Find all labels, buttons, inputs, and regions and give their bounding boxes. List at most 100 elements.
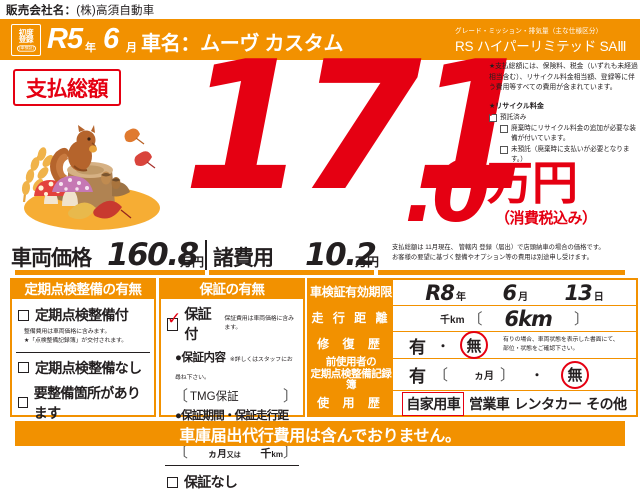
table-row-maintenance-record: 前使用者の 定期点検整備記録簿 有 〔 ヵ月 〕 ・ 無 bbox=[309, 356, 636, 392]
dealer-line: 販売会社名：(株)高須自動車 bbox=[6, 2, 154, 18]
warranty-content-label: ●保証内容 bbox=[175, 352, 226, 364]
inspection-repair-label: 要整備箇所があります bbox=[33, 384, 141, 421]
row-header-line1: 前使用者の bbox=[325, 356, 377, 369]
warranty-period-or: 又は bbox=[226, 452, 241, 459]
usage-option-commercial[interactable]: 営業車 bbox=[468, 396, 510, 412]
total-price-decimal: .0 bbox=[404, 143, 490, 241]
recycle-option-label: 未預託（廃棄時に支払いが必要となります。） bbox=[511, 146, 630, 163]
dealer-label: 販売会社名： bbox=[6, 5, 77, 17]
expiry-year-unit: 年 bbox=[456, 291, 467, 303]
registration-year: R5 bbox=[47, 23, 83, 55]
table-row-mileage: 走 行 距 離 千km 〔 6km 〕 bbox=[309, 306, 636, 332]
total-payment-stamp-label: 支払総額 bbox=[26, 77, 109, 101]
expiry-day: 13 bbox=[564, 280, 593, 305]
inspection-option-no[interactable]: 定期点検整備なし bbox=[18, 358, 149, 378]
recycle-option-label: 廃棄時にリサイクル料金の追加が必要な装備が付いています。 bbox=[511, 125, 636, 142]
table-row-usage-history: 使 用 歴 自家用車 営業車 レンタカー その他 bbox=[309, 391, 636, 417]
warranty-option-yes[interactable]: ✓ 保証付 保証費用は車両価格に含みます。 bbox=[167, 304, 298, 344]
vehicle-price-unit: 万円 bbox=[180, 255, 205, 269]
row-header-line2: 定期点検整備記録簿 bbox=[310, 367, 392, 392]
usage-option-rental[interactable]: レンタカー bbox=[514, 396, 582, 412]
row-header: 修 復 歴 bbox=[309, 332, 393, 358]
recycle-option-deposited[interactable]: ✓ 預託済み bbox=[488, 107, 639, 123]
warranty-content-note: ※詳しくはスタッフにお尋ね下さい。 bbox=[175, 357, 293, 381]
checkbox-icon[interactable] bbox=[18, 362, 29, 374]
warranty-content-field[interactable]: 〔 TMG保証 〕 bbox=[173, 388, 298, 405]
inspection-yes-note2: ★「点検整備記録簿」が交付されます。 bbox=[24, 337, 128, 344]
total-price-integer: 171 bbox=[183, 23, 537, 230]
breakdown-fine-print: 支払総額は 11月現在、 管轄内 登録（届出）で店頭納車の場合の価格です。 お客… bbox=[392, 243, 638, 263]
warranty-option-none[interactable]: 保証なし bbox=[161, 466, 303, 492]
row-header: 走 行 距 離 bbox=[309, 306, 393, 331]
checkbox-icon[interactable] bbox=[167, 476, 178, 488]
grade-value: RS ハイパーリミテッド SAⅢ bbox=[455, 39, 627, 54]
expiry-month: 6 bbox=[502, 280, 517, 305]
record-no-selected[interactable]: 無 bbox=[561, 360, 590, 389]
checkbox-checked-icon[interactable]: ✓ bbox=[167, 308, 182, 331]
warranty-yes-note: 保証費用は車両価格に含みます。 bbox=[224, 316, 294, 331]
usage-option-private-selected[interactable]: 自家用車 bbox=[402, 392, 465, 416]
checkbox-icon[interactable] bbox=[18, 397, 28, 409]
fees-unit: 万円 bbox=[355, 255, 380, 269]
recycle-option-additional[interactable]: 廃棄時にリサイクル料金の追加が必要な装備が付いています。 bbox=[500, 124, 639, 143]
checkbox-checked-icon[interactable]: ✓ bbox=[488, 107, 498, 122]
inspection-option-yes[interactable]: 定期点検整備付 整備費用は車両価格に含みます。 ★「点検整備記録簿」が交付されま… bbox=[12, 299, 154, 346]
fees-label: 諸費用 bbox=[213, 247, 274, 270]
warranty-period-months-unit: ヵ月 bbox=[207, 449, 227, 460]
total-price-unit: 万円 bbox=[487, 157, 578, 209]
badge-line2: 登録 bbox=[18, 35, 34, 45]
registration-year-unit: 年 bbox=[85, 42, 96, 54]
breakdown-note-line2: お客様の要望に基づく整備やオプション等の費用は別途申し受けます。 bbox=[392, 254, 593, 262]
separator: ・ bbox=[437, 338, 450, 353]
expiry-day-unit: 日 bbox=[593, 291, 604, 303]
repair-history-no-selected[interactable]: 無 bbox=[460, 331, 489, 359]
mileage-prefix-unit: 千km bbox=[440, 315, 465, 326]
checkbox-icon[interactable] bbox=[500, 125, 508, 134]
registration-badge: 初度 登録 (車検証) bbox=[11, 24, 41, 56]
garage-fee-notice-text: 車庫届出代行費用は含んでおりません。 bbox=[179, 427, 461, 445]
underline-bar-fees bbox=[209, 270, 374, 275]
vehicle-price-value: 160.8 bbox=[107, 237, 199, 273]
usage-option-other[interactable]: その他 bbox=[586, 396, 627, 412]
header-band bbox=[0, 19, 640, 60]
garage-fee-notice-bar: 車庫届出代行費用は含んでおりません。 bbox=[15, 421, 625, 446]
warranty-content-value: TMG保証 bbox=[190, 390, 239, 403]
warranty-yes-label: 保証付 bbox=[184, 306, 211, 342]
vehicle-price-label: 車両価格 bbox=[11, 247, 92, 270]
repair-history-note2: 部位・状態をご確認下さい。 bbox=[503, 346, 579, 352]
recycle-option-not-deposited[interactable]: 未預託（廃棄時に支払いが必要となります。） bbox=[500, 145, 639, 164]
price-breakdown-row: 車両価格 160.8 万円 諸費用 10.2 万円 bbox=[0, 236, 640, 274]
warranty-period-km-unit: 千 bbox=[260, 448, 272, 460]
repair-history-yes[interactable]: 有 bbox=[409, 337, 426, 357]
underline-bar-note bbox=[378, 270, 625, 275]
checkbox-icon[interactable] bbox=[18, 309, 29, 321]
inspection-option-repair[interactable]: 要整備箇所があります bbox=[18, 383, 149, 423]
breakdown-note-line1: 支払総額は 11月現在、 管轄内 登録（届出）で店頭納車の場合の価格です。 bbox=[392, 244, 605, 251]
inspection-divider bbox=[16, 351, 150, 353]
row-header: 使 用 歴 bbox=[309, 391, 393, 417]
warranty-period-km-suffix: km bbox=[271, 450, 283, 459]
repair-history-note1: 有りの場合、車両状態を表示した書面にて、 bbox=[503, 337, 619, 344]
inspection-yes-label: 定期点検整備付 bbox=[35, 307, 129, 323]
inspection-panel-title: 定期点検整備の有無 bbox=[12, 280, 154, 299]
registration-month-unit: 月 bbox=[126, 42, 137, 54]
badge-line1: 初度 bbox=[18, 27, 34, 37]
underline-bar-vehicle bbox=[15, 270, 205, 275]
record-yes[interactable]: 有 bbox=[409, 367, 426, 386]
payment-notes: ★支払総額には、保険料、税金（いずれも未経過相当含む）、リサイクル料金相当額、登… bbox=[488, 62, 639, 164]
total-price-tax-note: （消費税込み） bbox=[495, 210, 597, 227]
checkbox-icon[interactable] bbox=[500, 146, 508, 155]
warranty-panel: 保証の有無 ✓ 保証付 保証費用は車両価格に含みます。 ●保証内容 ※詳しくはス… bbox=[159, 278, 305, 490]
breakdown-divider bbox=[205, 240, 207, 270]
mileage-value: 6km bbox=[504, 306, 552, 331]
table-row-repair-history: 修 復 歴 有 ・ 無 有りの場合、車両状態を表示した書面にて、 部位・状態をご… bbox=[309, 331, 636, 359]
row-header: 車検証有効期限 bbox=[309, 280, 393, 305]
inspection-no-label: 定期点検整備なし bbox=[35, 359, 142, 376]
dealer-name: (株)高須自動車 bbox=[76, 5, 155, 17]
total-payment-note: ★支払総額には、保険料、税金（いずれも未経過相当含む）、リサイクル料金相当額、登… bbox=[489, 63, 638, 92]
badge-line3: (車検証) bbox=[16, 45, 36, 52]
expiry-month-unit: 月 bbox=[518, 291, 529, 303]
